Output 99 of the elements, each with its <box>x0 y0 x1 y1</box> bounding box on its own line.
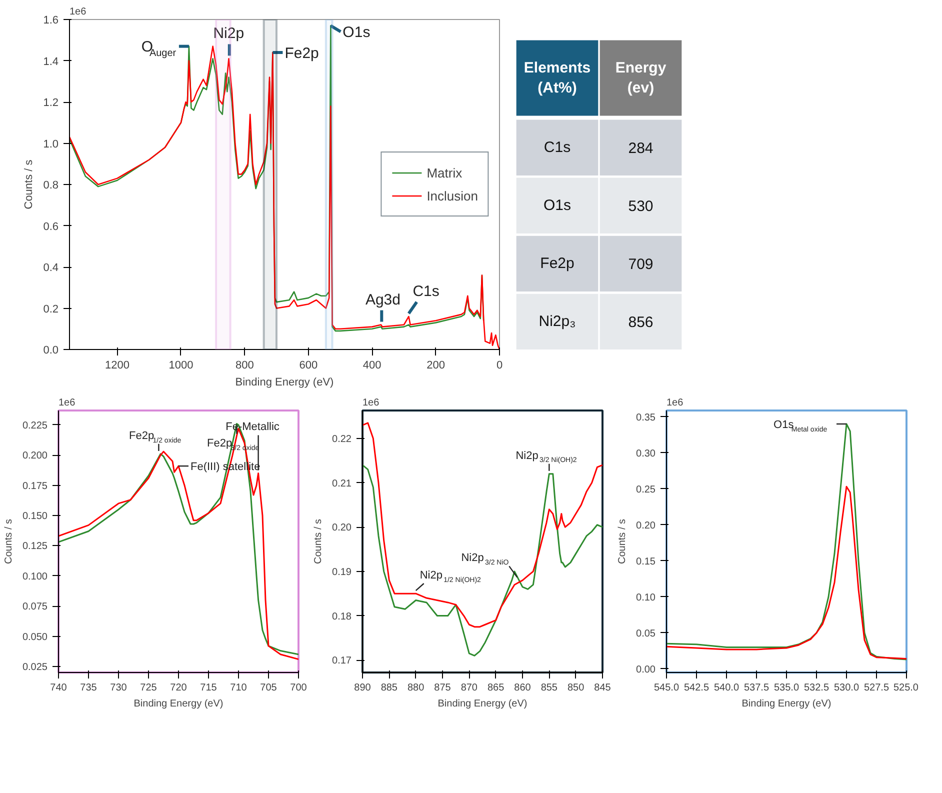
y-tick-label: 0.21 <box>332 478 352 490</box>
y-tick-label: 0.8 <box>43 180 59 192</box>
y-axis-title: Counts / s <box>23 159 36 210</box>
x-tick-label: 535.0 <box>774 682 800 694</box>
y-axis-title: Counts / s <box>3 518 14 564</box>
y-tick-label: 1.6 <box>43 14 59 26</box>
x-tick-label: 0 <box>496 360 503 372</box>
y-tick-label: 1.0 <box>43 138 59 150</box>
x-tick-label: 850 <box>567 682 585 694</box>
y-axis-title: Counts / s <box>313 518 324 564</box>
x-tick-label: 710 <box>230 682 248 694</box>
y-tick-label: 0.175 <box>22 480 48 492</box>
x-tick-label: 725 <box>140 682 158 694</box>
y-tick-label: 0.35 <box>636 412 656 424</box>
y-tick-label: 0.00 <box>636 664 656 676</box>
x-tick-label: 1200 <box>105 360 130 372</box>
y-tick-label: 0.20 <box>332 522 352 534</box>
y-tick-label: 0.05 <box>636 628 656 640</box>
y-tick-label: 0.150 <box>22 511 48 522</box>
x-tick-label: 855 <box>540 682 558 694</box>
x-tick-label: 845 <box>594 682 612 694</box>
y-tick-label: 0.050 <box>22 632 48 643</box>
category-label: C1s <box>544 139 571 156</box>
x-tick-label: 545.0 <box>654 682 680 694</box>
y-tick-label: 1.4 <box>43 56 59 68</box>
x-tick-label: 540.0 <box>714 682 740 694</box>
x-tick-label: 705 <box>260 682 278 694</box>
x-tick-label: 885 <box>380 682 398 694</box>
category-label: Ni2p₃ <box>538 313 576 330</box>
legend-label: Matrix <box>426 165 462 180</box>
annotation: O1s <box>342 24 370 42</box>
y-tick-label: 0.18 <box>332 611 352 622</box>
annotation: Ni2p <box>213 25 244 42</box>
data-label: 856 <box>628 314 654 332</box>
x-tick-label: 527.5 <box>864 682 890 694</box>
y-tick-label: 0.6 <box>43 220 59 233</box>
x-tick-label: 880 <box>407 682 425 694</box>
data-label: 709 <box>628 256 654 274</box>
x-tick-label: 537.5 <box>744 682 770 694</box>
x-tick-label: 735 <box>80 682 98 694</box>
x-tick-label: 860 <box>514 682 532 694</box>
annotation: Ag3d <box>365 291 400 308</box>
text: 1e6 <box>362 398 380 408</box>
x-axis-title: Binding Energy (eV) <box>235 376 334 388</box>
x-tick-label: 715 <box>200 682 218 694</box>
line-series <box>362 464 602 656</box>
data-label: 530 <box>628 198 654 216</box>
text: 1e6 <box>70 6 87 18</box>
x-tick-label: 400 <box>362 360 382 372</box>
x-tick-label: 600 <box>299 360 318 372</box>
y-tick-label: 0.10 <box>636 592 656 604</box>
y-tick-label: 0.0 <box>43 344 59 356</box>
x-tick-label: 700 <box>290 682 308 694</box>
y-tick-label: 0.30 <box>636 448 656 460</box>
x-tick-label: 525.0 <box>893 682 919 694</box>
x-tick-label: 532.5 <box>804 682 830 694</box>
y-tick-label: 0.2 <box>43 303 59 316</box>
text: 1e6 <box>58 398 76 408</box>
x-tick-label: 740 <box>50 682 68 694</box>
y-axis-title: Counts / s <box>617 518 628 564</box>
text: 1e6 <box>666 398 684 408</box>
y-tick-label: 0.125 <box>22 541 48 552</box>
x-axis-title: Binding Energy (eV) <box>438 698 528 710</box>
category-label: O1s <box>543 197 572 214</box>
line-series <box>666 486 906 660</box>
x-axis-title: Binding Energy (eV) <box>742 698 832 710</box>
x-tick-label: 730 <box>110 682 128 694</box>
x-tick-label: 1000 <box>168 360 194 372</box>
x-axis-title: Binding Energy (eV) <box>134 698 224 710</box>
y-tick-label: 0.4 <box>43 262 59 274</box>
y-tick-label: 0.17 <box>332 656 352 667</box>
y-tick-label: 0.100 <box>22 571 48 582</box>
y-tick-label: 0.22 <box>332 434 352 445</box>
x-tick-label: 865 <box>487 682 505 694</box>
x-tick-label: 800 <box>236 360 254 372</box>
category-label: Fe2p <box>540 255 574 272</box>
x-tick-label: 200 <box>426 360 445 372</box>
line-series <box>362 422 602 628</box>
annotation: C1s <box>412 283 440 300</box>
y-tick-label: 0.25 <box>636 484 656 496</box>
x-tick-label: 875 <box>434 682 452 694</box>
x-tick-label: 542.5 <box>684 682 710 694</box>
legend-label: Inclusion <box>426 188 478 203</box>
y-tick-label: 0.025 <box>22 662 48 673</box>
x-tick-label: 720 <box>170 682 188 694</box>
y-tick-label: 0.15 <box>636 556 656 568</box>
annotation: Fe2p <box>284 44 319 62</box>
x-tick-label: 870 <box>460 682 478 694</box>
text: Energy (ev) <box>615 59 667 97</box>
x-tick-label: 530.0 <box>834 682 860 694</box>
data-label: 284 <box>628 140 654 158</box>
x-tick-label: 890 <box>354 682 372 694</box>
y-tick-label: 0.19 <box>332 566 352 578</box>
text: Elements (At%) <box>524 59 591 97</box>
y-tick-label: 0.20 <box>636 520 656 532</box>
y-tick-label: 0.225 <box>22 420 48 432</box>
y-tick-label: 1.2 <box>43 97 59 109</box>
y-tick-label: 0.075 <box>22 602 48 613</box>
y-tick-label: 0.200 <box>22 450 48 462</box>
